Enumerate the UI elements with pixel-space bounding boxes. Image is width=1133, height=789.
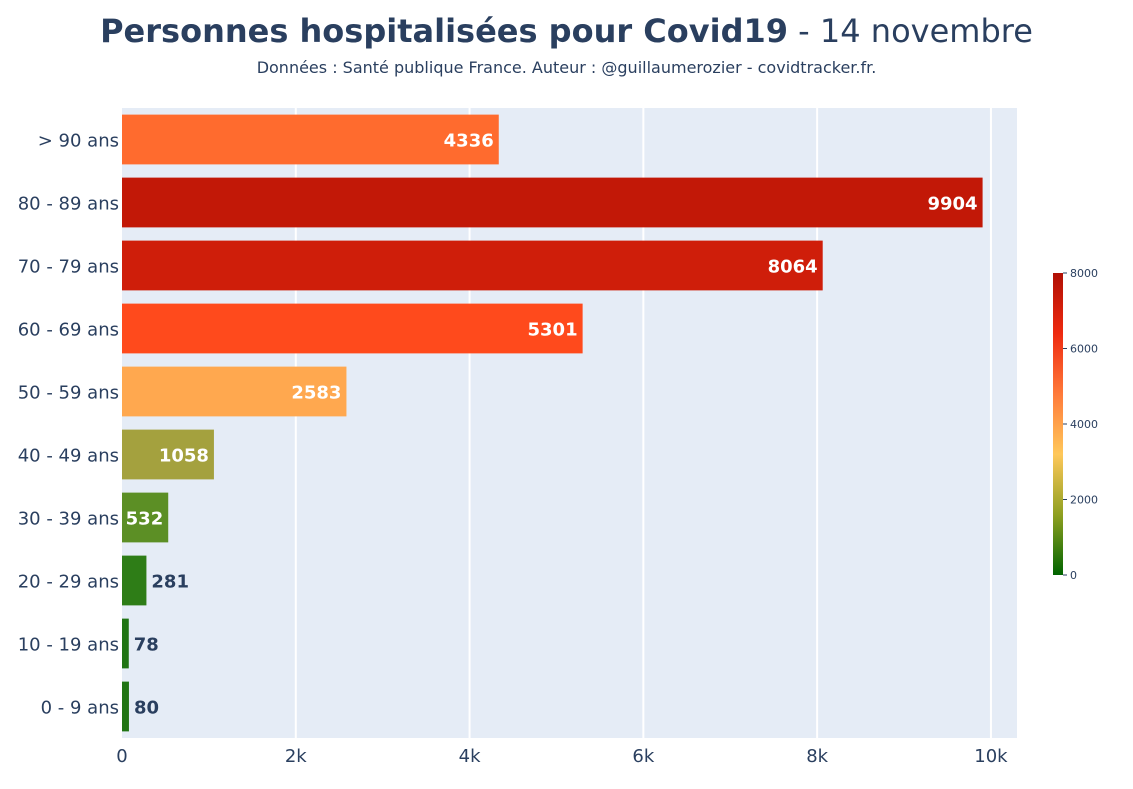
colorbar-tick-label: 0 bbox=[1070, 569, 1077, 582]
chart-title-date: - 14 novembre bbox=[788, 12, 1033, 50]
category-label: 40 - 49 ans bbox=[18, 446, 119, 467]
bar-value-label: 80 bbox=[134, 698, 159, 719]
x-tick-label: 10k bbox=[974, 746, 1008, 767]
bar-value-label: 5301 bbox=[528, 320, 578, 341]
bar bbox=[122, 681, 129, 732]
bar bbox=[122, 177, 983, 228]
bar bbox=[122, 492, 169, 543]
colorbar bbox=[1053, 273, 1063, 575]
bar-value-label: 2583 bbox=[291, 383, 341, 404]
colorbar-tick-label: 4000 bbox=[1070, 418, 1098, 431]
x-tick-label: 4k bbox=[459, 746, 481, 767]
bar-value-label: 1058 bbox=[159, 446, 209, 467]
category-label: > 90 ans bbox=[38, 131, 119, 152]
bar bbox=[122, 618, 129, 669]
bar bbox=[122, 366, 347, 417]
x-tick-label: 0 bbox=[116, 746, 127, 767]
x-tick-label: 8k bbox=[806, 746, 828, 767]
bar-value-label: 4336 bbox=[444, 131, 494, 152]
chart-title: Personnes hospitalisées pour Covid19 - 1… bbox=[0, 12, 1133, 50]
bar bbox=[122, 555, 147, 606]
bar bbox=[122, 429, 214, 480]
bar-value-label: 9904 bbox=[927, 194, 977, 215]
colorbar-tick-label: 8000 bbox=[1070, 267, 1098, 280]
category-label: 10 - 19 ans bbox=[18, 635, 119, 656]
bar-value-label: 532 bbox=[126, 509, 164, 530]
chart-title-main: Personnes hospitalisées pour Covid19 bbox=[100, 12, 788, 50]
category-label: 30 - 39 ans bbox=[18, 509, 119, 530]
bar bbox=[122, 303, 583, 354]
category-label: 0 - 9 ans bbox=[41, 698, 119, 719]
chart-subtitle: Données : Santé publique France. Auteur … bbox=[256, 58, 877, 77]
colorbar-tick-label: 6000 bbox=[1070, 343, 1098, 356]
category-label: 80 - 89 ans bbox=[18, 194, 119, 215]
bar-value-label: 78 bbox=[134, 635, 159, 656]
bar-value-label: 281 bbox=[151, 572, 189, 593]
bar bbox=[122, 240, 823, 291]
bar-value-label: 8064 bbox=[768, 257, 818, 278]
x-tick-label: 6k bbox=[632, 746, 654, 767]
category-label: 50 - 59 ans bbox=[18, 383, 119, 404]
category-label: 70 - 79 ans bbox=[18, 257, 119, 278]
bar bbox=[122, 114, 499, 165]
x-tick-label: 2k bbox=[285, 746, 307, 767]
category-label: 20 - 29 ans bbox=[18, 572, 119, 593]
category-label: 60 - 69 ans bbox=[18, 320, 119, 341]
colorbar-tick-label: 2000 bbox=[1070, 494, 1098, 507]
